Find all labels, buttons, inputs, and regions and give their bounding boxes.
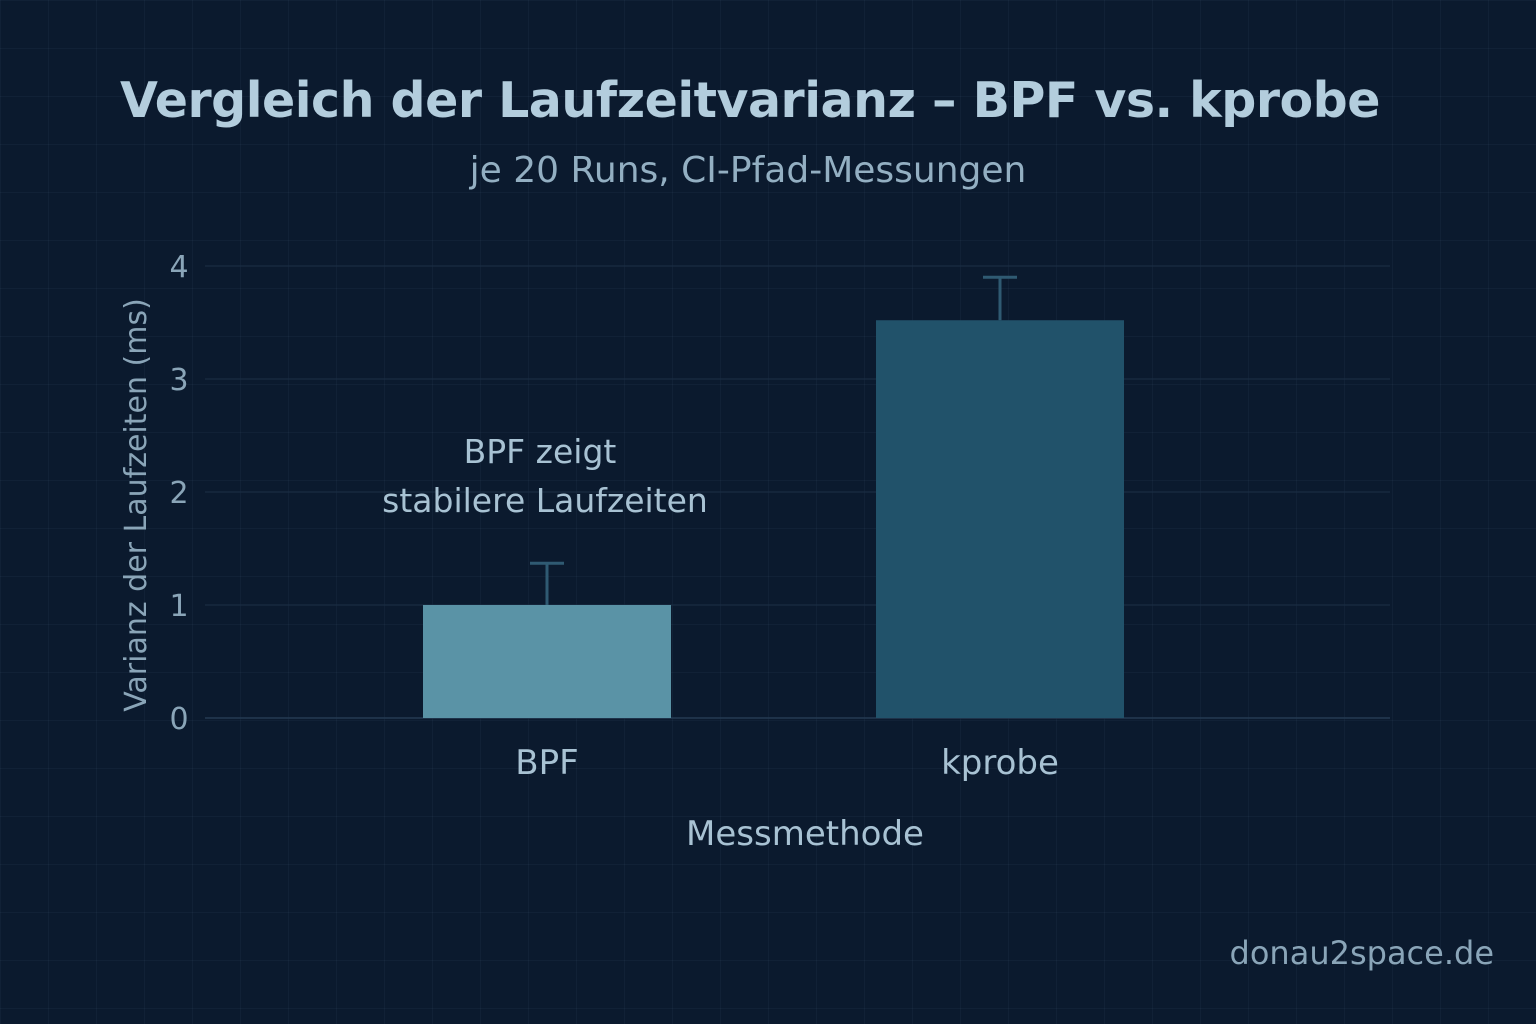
y-tick-label-3: 3	[169, 363, 188, 398]
annotation-line-1: BPF zeigt	[464, 432, 617, 471]
x-axis-ticks: BPF kprobe	[515, 743, 1059, 783]
y-tick-label-2: 2	[169, 476, 188, 511]
y-axis-ticks: 0 1 2 3 4	[169, 250, 188, 737]
y-tick-label-1: 1	[169, 589, 188, 624]
x-axis-label: Messmethode	[686, 814, 924, 854]
x-tick-label-bpf: BPF	[515, 743, 578, 783]
bar-bpf	[423, 605, 671, 718]
x-tick-label-kprobe: kprobe	[941, 743, 1059, 783]
watermark: donau2space.de	[1229, 934, 1494, 972]
chart-title: Vergleich der Laufzeitvarianz – BPF vs. …	[120, 72, 1380, 129]
y-axis-label: Varianz der Laufzeiten (ms)	[119, 298, 154, 712]
annotation-line-2: stabilere Laufzeiten	[382, 481, 708, 520]
error-bars	[530, 275, 1017, 605]
y-tick-label-4: 4	[169, 250, 188, 285]
y-tick-label-0: 0	[169, 702, 188, 737]
grid-lines	[205, 265, 1390, 719]
chart-subtitle: je 20 Runs, CI-Pfad-Messungen	[469, 150, 1027, 191]
bar-kprobe	[876, 320, 1124, 718]
bars	[423, 320, 1124, 718]
